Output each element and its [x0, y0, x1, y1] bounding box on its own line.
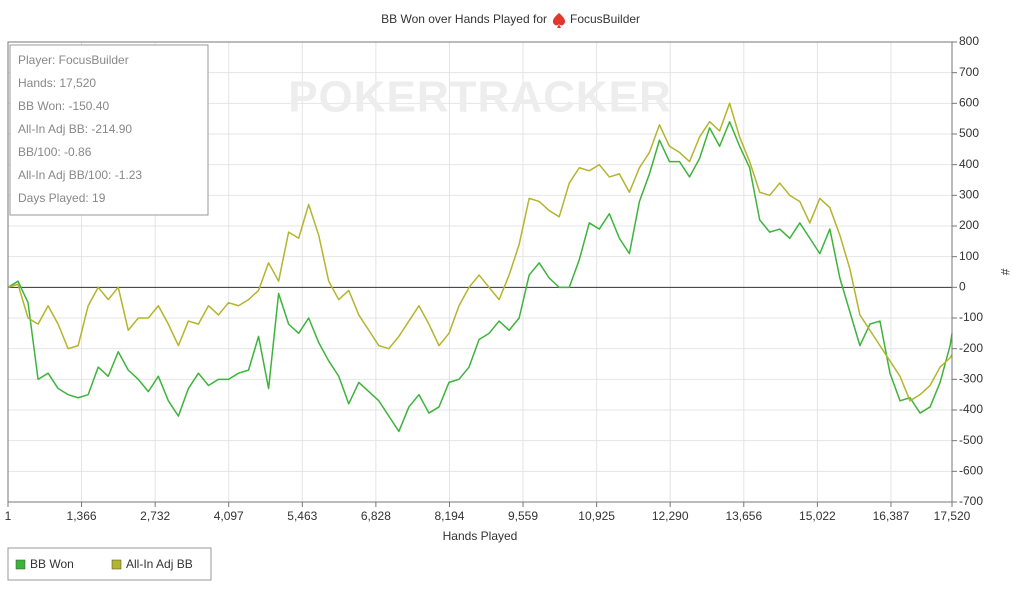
info-line: Player: FocusBuilder	[18, 53, 129, 67]
x-tick-label: 4,097	[214, 509, 244, 523]
legend-label: All-In Adj BB	[126, 557, 193, 571]
legend-label: BB Won	[30, 557, 74, 571]
y-tick-label: 300	[959, 188, 979, 202]
y-axis-label: #	[998, 269, 1012, 276]
x-tick-label: 1,366	[67, 509, 97, 523]
x-tick-label: 5,463	[287, 509, 317, 523]
y-tick-label: -100	[959, 310, 983, 324]
y-tick-label: -200	[959, 341, 983, 355]
y-tick-label: -400	[959, 402, 983, 416]
y-tick-label: -700	[959, 494, 983, 508]
x-tick-label: 13,656	[725, 509, 762, 523]
plot-border	[7, 41, 953, 503]
y-tick-label: -300	[959, 372, 983, 386]
x-tick-label: 12,290	[652, 509, 689, 523]
x-tick-label: 15,022	[799, 509, 836, 523]
info-line: All-In Adj BB: -214.90	[18, 122, 132, 136]
x-tick-label: 17,520	[934, 509, 971, 523]
x-tick-label: 9,559	[508, 509, 538, 523]
chart-title: BB Won over Hands Played for	[381, 12, 547, 26]
series-line	[7, 120, 953, 433]
info-box	[9, 44, 209, 216]
legend-box	[7, 547, 212, 581]
series-line	[7, 102, 953, 402]
player-icon	[552, 13, 566, 28]
watermark: POKERTRACKER	[288, 73, 672, 122]
y-tick-label: 200	[959, 218, 979, 232]
y-tick-label: 800	[959, 34, 979, 48]
info-line: Days Played: 19	[18, 191, 106, 205]
lines	[7, 102, 953, 433]
info-line: BB Won: -150.40	[18, 99, 109, 113]
info-line: Hands: 17,520	[18, 76, 96, 90]
y-tick-label: 100	[959, 249, 979, 263]
y-tick-label: 700	[959, 65, 979, 79]
x-axis-label: Hands Played	[443, 529, 518, 543]
y-tick-label: -500	[959, 433, 983, 447]
x-tick-label: 1	[5, 509, 12, 523]
player-name: FocusBuilder	[570, 12, 640, 26]
y-tick-label: 0	[959, 280, 966, 294]
x-tick-label: 10,925	[578, 509, 615, 523]
x-tick-label: 6,828	[361, 509, 391, 523]
y-tick-label: -600	[959, 464, 983, 478]
y-tick-label: 500	[959, 126, 979, 140]
x-tick-label: 16,387	[873, 509, 910, 523]
y-tick-label: 400	[959, 157, 979, 171]
legend-swatch	[15, 559, 26, 570]
info-line: All-In Adj BB/100: -1.23	[18, 168, 142, 182]
y-tick-label: 600	[959, 96, 979, 110]
legend-swatch	[111, 559, 122, 570]
x-tick-label: 8,194	[434, 509, 464, 523]
info-line: BB/100: -0.86	[18, 145, 92, 159]
x-tick-label: 2,732	[140, 509, 170, 523]
